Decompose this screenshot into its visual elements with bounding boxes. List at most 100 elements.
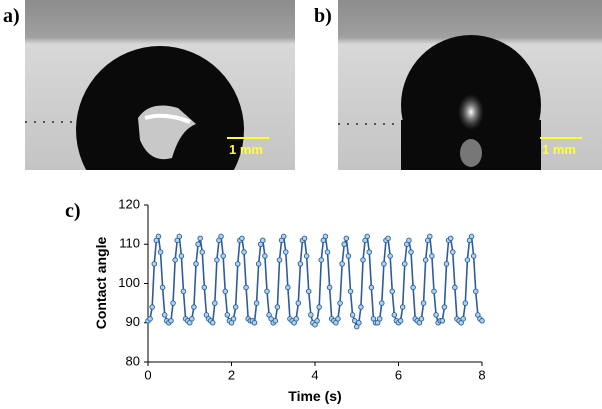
- x-tick-label: 2: [228, 367, 235, 382]
- data-point: [341, 241, 347, 247]
- data-point: [470, 253, 477, 259]
- data-point: [197, 235, 203, 242]
- data-point: [264, 288, 270, 295]
- panel-label: b): [314, 5, 332, 27]
- x-tick-label: 4: [311, 367, 318, 382]
- data-point: [159, 284, 166, 291]
- data-point: [366, 249, 373, 255]
- data-point: [218, 233, 224, 240]
- data-point: [253, 300, 260, 306]
- data-point: [209, 320, 216, 326]
- data-point: [297, 261, 304, 267]
- data-point: [191, 304, 197, 310]
- scale-text: 1 mm: [542, 142, 576, 157]
- data-point: [212, 300, 218, 306]
- data-point: [397, 318, 404, 324]
- data-point: [326, 284, 333, 291]
- y-tick-label: 110: [119, 236, 140, 251]
- scale-text: 1 mm: [229, 142, 263, 157]
- data-point: [322, 233, 329, 240]
- data-point: [280, 233, 287, 240]
- data-point: [251, 320, 258, 326]
- data-point: [406, 237, 412, 244]
- data-point: [318, 257, 325, 263]
- data-point: [360, 257, 366, 263]
- data-point: [402, 261, 408, 267]
- data-point: [168, 318, 174, 324]
- x-tick-label: 8: [478, 367, 485, 382]
- data-point: [389, 288, 395, 295]
- data-point: [452, 284, 458, 291]
- data-point: [343, 235, 350, 242]
- data-point: [379, 300, 385, 306]
- data-point: [172, 257, 178, 263]
- data-point: [345, 253, 352, 259]
- data-point: [479, 318, 485, 324]
- y-tick-label: 80: [126, 353, 140, 368]
- data-point: [427, 233, 433, 240]
- data-point: [472, 288, 479, 295]
- data-point: [220, 253, 226, 259]
- data-point: [235, 261, 241, 267]
- photo-a: [25, 0, 295, 170]
- data-point: [303, 253, 310, 259]
- data-point: [230, 316, 237, 322]
- data-point: [450, 249, 456, 255]
- data-point: [170, 300, 176, 306]
- data-point: [314, 318, 320, 324]
- data-point: [443, 261, 450, 267]
- data-point: [274, 304, 281, 310]
- data-point: [214, 257, 220, 263]
- data-point: [358, 304, 364, 310]
- data-point: [308, 312, 314, 318]
- data-point: [243, 284, 249, 291]
- data-point: [368, 284, 375, 291]
- panel-label: a): [3, 5, 20, 27]
- data-point: [447, 235, 454, 242]
- data-point: [408, 249, 414, 255]
- data-point: [335, 316, 341, 322]
- data-point: [239, 235, 245, 242]
- y-tick-label: 100: [118, 275, 140, 290]
- data-point: [468, 233, 475, 240]
- y-axis-label: Contact angle: [93, 237, 109, 330]
- data-point: [433, 312, 439, 318]
- data-point: [339, 261, 345, 267]
- data-point: [385, 235, 391, 242]
- panel-label: c): [65, 200, 81, 222]
- data-point: [337, 300, 343, 306]
- data-point: [178, 253, 185, 259]
- data-point: [356, 320, 362, 326]
- data-point: [305, 288, 312, 295]
- data-point: [381, 261, 387, 267]
- data-point: [262, 253, 268, 259]
- data-point: [195, 241, 201, 247]
- data-point: [255, 261, 262, 267]
- data-point: [399, 304, 406, 310]
- data-point: [149, 304, 155, 310]
- data-point: [161, 312, 168, 318]
- data-point: [276, 257, 283, 263]
- data-point: [418, 316, 425, 322]
- y-tick-label: 120: [118, 196, 140, 211]
- data-point: [151, 261, 158, 267]
- data-point: [241, 249, 247, 255]
- data-point: [222, 288, 228, 295]
- data-point: [429, 253, 435, 259]
- data-point: [224, 312, 231, 318]
- data-point: [283, 249, 289, 255]
- data-point: [272, 318, 279, 324]
- data-point: [285, 284, 291, 291]
- x-axis-label: Time (s): [288, 388, 341, 404]
- data-point: [155, 233, 162, 240]
- data-point: [316, 304, 322, 310]
- data-point: [431, 288, 437, 295]
- photo-b: [338, 0, 602, 170]
- data-point: [293, 316, 299, 322]
- series-line: [147, 233, 483, 329]
- data-point: [420, 300, 427, 306]
- data-point: [439, 318, 446, 324]
- data-point: [176, 233, 183, 240]
- data-point: [387, 253, 393, 259]
